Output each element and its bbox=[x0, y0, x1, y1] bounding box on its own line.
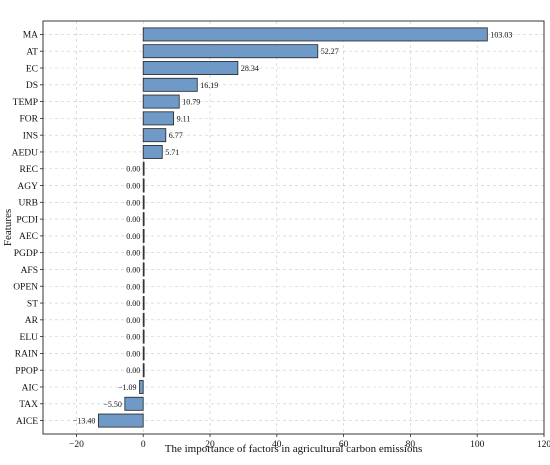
bar-ppop bbox=[142, 363, 145, 378]
bar-aic bbox=[139, 380, 144, 394]
bar-tax bbox=[124, 396, 144, 411]
bar-at bbox=[142, 44, 319, 59]
category-label-ma: MA bbox=[23, 31, 38, 41]
category-label-for: FOR bbox=[20, 115, 39, 125]
data-label-rain: 0.00 bbox=[126, 349, 140, 358]
data-label-aice: −13.40 bbox=[73, 417, 96, 426]
category-label-ar: AR bbox=[25, 316, 39, 326]
bar-open bbox=[142, 279, 145, 294]
bar-ma bbox=[142, 27, 488, 42]
bar-ds bbox=[142, 77, 198, 92]
bar-pcdi bbox=[142, 212, 145, 227]
data-label-aedu: 5.71 bbox=[165, 148, 179, 157]
category-label-ds: DS bbox=[26, 81, 38, 91]
grid-layer bbox=[43, 21, 545, 434]
category-label-st: ST bbox=[27, 299, 38, 309]
data-label-for: 9.11 bbox=[177, 114, 191, 123]
category-label-tax: TAX bbox=[19, 400, 38, 410]
x-tick-label: 0 bbox=[141, 440, 146, 450]
data-label-pgdp: 0.00 bbox=[126, 249, 140, 258]
data-label-temp: 10.79 bbox=[182, 98, 200, 107]
bar-rain bbox=[142, 346, 145, 361]
data-label-agy: 0.00 bbox=[126, 182, 140, 191]
y-ticks: MA AT EC DS TEMP FOR INS AEDU REC AGY URB PCDI AEC PG… bbox=[12, 31, 43, 427]
bar-for bbox=[142, 111, 175, 126]
x-tick-label: 120 bbox=[537, 440, 550, 450]
bar-aedu bbox=[142, 145, 163, 159]
x-tick-label: 100 bbox=[470, 440, 485, 450]
category-label-pcdi: PCDI bbox=[16, 215, 38, 225]
data-label-afs: 0.00 bbox=[126, 265, 140, 274]
bar-ins bbox=[142, 128, 167, 143]
bar-aice bbox=[98, 413, 144, 428]
category-label-pgdp: PGDP bbox=[14, 249, 38, 259]
bar-agy bbox=[142, 178, 145, 193]
category-label-rec: REC bbox=[20, 165, 38, 175]
data-label-ar: 0.00 bbox=[126, 316, 140, 325]
bar-rec bbox=[142, 161, 145, 176]
data-label-rec: 0.00 bbox=[126, 165, 140, 174]
category-label-aec: AEC bbox=[19, 232, 38, 242]
data-label-aec: 0.00 bbox=[126, 232, 140, 241]
bar-st bbox=[142, 296, 145, 310]
category-label-aic: AIC bbox=[22, 383, 38, 393]
data-label-ds: 16.19 bbox=[200, 81, 218, 90]
plot-frame bbox=[42, 20, 545, 435]
bar-ec bbox=[142, 61, 239, 75]
x-axis-title: The importance of factors in agricultura… bbox=[165, 443, 423, 455]
data-label-ma: 103.03 bbox=[490, 30, 512, 39]
data-label-open: 0.00 bbox=[126, 282, 140, 291]
bar-pgdp bbox=[142, 245, 145, 260]
data-label-ins: 6.77 bbox=[169, 131, 183, 140]
category-label-rain: RAIN bbox=[15, 350, 38, 360]
category-label-afs: AFS bbox=[21, 266, 38, 276]
x-tick-label: 60 bbox=[339, 440, 349, 450]
bar-elu bbox=[142, 329, 145, 344]
bar-ar bbox=[142, 312, 145, 327]
x-ticks: −20 0 20 40 60 80 100 120 bbox=[69, 434, 550, 450]
x-tick-label: 40 bbox=[272, 440, 282, 450]
data-label-at: 52.27 bbox=[321, 47, 339, 56]
y-axis-title: Features bbox=[2, 209, 14, 246]
x-tick-label: 20 bbox=[205, 440, 215, 450]
category-label-agy: AGY bbox=[17, 182, 38, 192]
x-tick-label: 80 bbox=[406, 440, 416, 450]
bar-temp bbox=[142, 94, 180, 109]
data-label-aic: −1.09 bbox=[118, 383, 137, 392]
bar-aec bbox=[142, 228, 145, 243]
category-label-open: OPEN bbox=[13, 283, 38, 293]
data-label-ppop: 0.00 bbox=[126, 366, 140, 375]
category-label-aedu: AEDU bbox=[12, 148, 39, 158]
data-label-pcdi: 0.00 bbox=[126, 215, 140, 224]
category-label-aice: AICE bbox=[16, 417, 38, 427]
category-label-at: AT bbox=[26, 48, 38, 58]
bar-afs bbox=[142, 262, 145, 277]
category-label-ins: INS bbox=[23, 131, 38, 141]
x-tick-label: −20 bbox=[69, 440, 84, 450]
category-label-elu: ELU bbox=[20, 333, 39, 343]
data-label-tax: −5.50 bbox=[103, 400, 122, 409]
data-label-st: 0.00 bbox=[126, 299, 140, 308]
bar-urb bbox=[142, 195, 145, 210]
category-label-ppop: PPOP bbox=[15, 367, 38, 377]
data-label-elu: 0.00 bbox=[126, 333, 140, 342]
category-label-urb: URB bbox=[18, 199, 38, 209]
data-label-urb: 0.00 bbox=[126, 198, 140, 207]
data-label-ec: 28.34 bbox=[241, 64, 259, 73]
category-label-ec: EC bbox=[26, 64, 38, 74]
category-label-temp: TEMP bbox=[13, 98, 38, 108]
bars-layer bbox=[98, 27, 488, 428]
